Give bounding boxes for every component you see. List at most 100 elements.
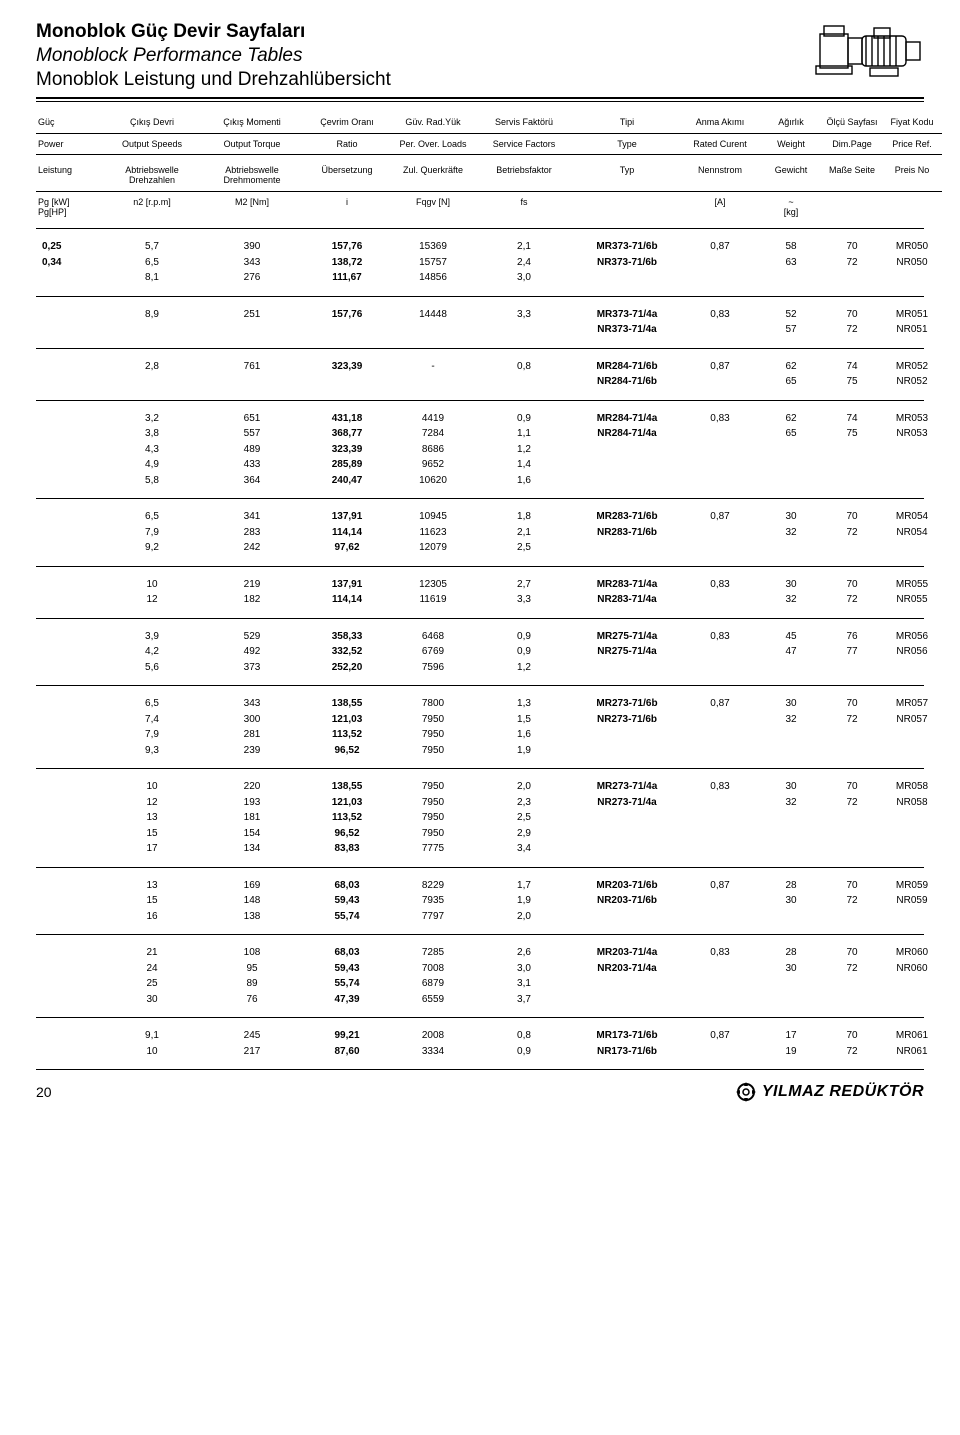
data-cell: 137,91 114,14 xyxy=(302,577,392,608)
col-header-cell: Dim.Page xyxy=(822,138,882,150)
data-cell: 0,83 xyxy=(680,577,760,608)
data-cell: MR284-71/6b NR284-71/6b xyxy=(574,359,680,390)
col-header-cell: Çevrim Oranı xyxy=(302,116,392,128)
col-header-cell xyxy=(882,196,942,219)
data-cell: MR373-71/6b NR373-71/6b xyxy=(574,239,680,286)
col-header-cell: ~ [kg] xyxy=(760,196,822,219)
page-number: 20 xyxy=(36,1084,52,1100)
col-header-cell: Gewicht xyxy=(760,159,822,187)
data-cell: 157,76 xyxy=(302,307,392,338)
column-headers: GüçÇıkış DevriÇıkış MomentiÇevrim OranıG… xyxy=(36,116,924,218)
data-cell: 529 492 373 xyxy=(202,629,302,676)
data-cell: 12305 11619 xyxy=(392,577,474,608)
brand-logo: YILMAZ REDÜKTÖR xyxy=(736,1082,924,1102)
data-cell: 6,5 7,9 9,2 xyxy=(102,509,202,556)
col-header-cell: Fiyat Kodu xyxy=(882,116,942,128)
data-cell: 0,8 xyxy=(474,359,574,390)
data-cell: 70 72 xyxy=(822,577,882,608)
col-header-cell: Çıkış Devri xyxy=(102,116,202,128)
data-cell: 45 47 xyxy=(760,629,822,676)
data-cell: 0,87 xyxy=(680,359,760,390)
data-cell: 3,3 xyxy=(474,307,574,338)
col-header-cell: Güv. Rad.Yük xyxy=(392,116,474,128)
data-cell: 7950 7950 7950 7950 7775 xyxy=(392,779,474,857)
data-cell: 323,39 xyxy=(302,359,392,390)
data-cell: 341 283 242 xyxy=(202,509,302,556)
col-header-cell: Übersetzung xyxy=(302,159,392,187)
page-footer: 20 YILMAZ REDÜKTÖR xyxy=(36,1082,924,1102)
col-header-cell: Ratio xyxy=(302,138,392,150)
data-cell: 1,8 2,1 2,5 xyxy=(474,509,574,556)
data-cell: 0,83 xyxy=(680,629,760,676)
data-cell: 390 343 276 xyxy=(202,239,302,286)
data-cell: 21 24 25 30 xyxy=(102,945,202,1007)
data-cell: 99,21 87,60 xyxy=(302,1028,392,1059)
data-cell: MR057 NR057 xyxy=(882,696,942,758)
data-cell: 0,87 xyxy=(680,239,760,286)
brand-text: YILMAZ REDÜKTÖR xyxy=(762,1083,924,1101)
data-block: 21 24 25 30108 95 89 7668,03 59,43 55,74… xyxy=(36,935,924,1018)
data-cell: 219 182 xyxy=(202,577,302,608)
col-header-cell: Per. Over. Loads xyxy=(392,138,474,150)
data-cell xyxy=(36,945,102,1007)
data-cell: 0,9 1,1 1,2 1,4 1,6 xyxy=(474,411,574,489)
data-block: 6,5 7,4 7,9 9,3343 300 281 239138,55 121… xyxy=(36,686,924,769)
data-cell: 68,03 59,43 55,74 47,39 xyxy=(302,945,392,1007)
data-cell: 761 xyxy=(202,359,302,390)
data-cell: MR059 NR059 xyxy=(882,878,942,925)
col-header-cell: Çıkış Momenti xyxy=(202,116,302,128)
data-block: 13 15 16169 148 13868,03 59,43 55,748229… xyxy=(36,868,924,936)
data-cell: 137,91 114,14 97,62 xyxy=(302,509,392,556)
data-block: 0,25 0,345,7 6,5 8,1390 343 276157,76 13… xyxy=(36,229,924,297)
col-header-cell xyxy=(822,196,882,219)
col-header-cell: Servis Faktörü xyxy=(474,116,574,128)
col-header-cell: Abtriebswelle Drehzahlen xyxy=(102,159,202,187)
data-cell: MR203-71/6b NR203-71/6b xyxy=(574,878,680,925)
col-header-cell: Ağırlık xyxy=(760,116,822,128)
col-header-cell: Preis No xyxy=(882,159,942,187)
data-block: 6,5 7,9 9,2341 283 242137,91 114,14 97,6… xyxy=(36,499,924,567)
data-cell: 74 75 xyxy=(822,359,882,390)
data-cell: 0,87 xyxy=(680,696,760,758)
data-cell: 138,55 121,03 113,52 96,52 83,83 xyxy=(302,779,392,857)
data-cell: 70 72 xyxy=(822,945,882,1007)
data-cell: MR054 NR054 xyxy=(882,509,942,556)
data-cell: 30 32 xyxy=(760,779,822,857)
data-cell: - xyxy=(392,359,474,390)
data-cell: 251 xyxy=(202,307,302,338)
data-cell: 651 557 489 433 364 xyxy=(202,411,302,489)
data-cell: MR061 NR061 xyxy=(882,1028,942,1059)
data-cell: 7800 7950 7950 7950 xyxy=(392,696,474,758)
col-header-cell: Zul. Querkräfte xyxy=(392,159,474,187)
col-header-cell: Output Torque xyxy=(202,138,302,150)
data-cell xyxy=(36,878,102,925)
data-cell: 58 63 xyxy=(760,239,822,286)
col-header-cell: Type xyxy=(574,138,680,150)
data-cell: MR055 NR055 xyxy=(882,577,942,608)
data-block: 10 12219 182137,91 114,1412305 116192,7 … xyxy=(36,567,924,619)
col-header-cell: Service Factors xyxy=(474,138,574,150)
col-header-cell: M2 [Nm] xyxy=(202,196,302,219)
data-cell: 0,83 xyxy=(680,779,760,857)
col-header-cell: Typ xyxy=(574,159,680,187)
data-cell: 0,87 xyxy=(680,1028,760,1059)
data-cell: 8,9 xyxy=(102,307,202,338)
title-line-2: Monoblock Performance Tables xyxy=(36,44,924,68)
data-cell: 30 32 xyxy=(760,509,822,556)
data-cell: 2,8 xyxy=(102,359,202,390)
data-block: 3,2 3,8 4,3 4,9 5,8651 557 489 433 36443… xyxy=(36,401,924,500)
data-block: 2,8761323,39-0,8MR284-71/6b NR284-71/6b0… xyxy=(36,349,924,401)
data-cell: 108 95 89 76 xyxy=(202,945,302,1007)
title-line-1: Monoblok Güç Devir Sayfaları xyxy=(36,20,924,44)
col-header-cell: Nennstrom xyxy=(680,159,760,187)
data-cell: 0,83 xyxy=(680,945,760,1007)
data-cell: MR273-71/4a NR273-71/4a xyxy=(574,779,680,857)
data-cell: 4419 7284 8686 9652 10620 xyxy=(392,411,474,489)
data-cell: 2008 3334 xyxy=(392,1028,474,1059)
data-cell: 17 19 xyxy=(760,1028,822,1059)
data-cell: 70 72 xyxy=(822,509,882,556)
data-cell: MR050 NR050 xyxy=(882,239,942,286)
data-cell: 62 65 xyxy=(760,411,822,489)
data-cell: MR284-71/4a NR284-71/4a xyxy=(574,411,680,489)
data-cell: 0,8 0,9 xyxy=(474,1028,574,1059)
